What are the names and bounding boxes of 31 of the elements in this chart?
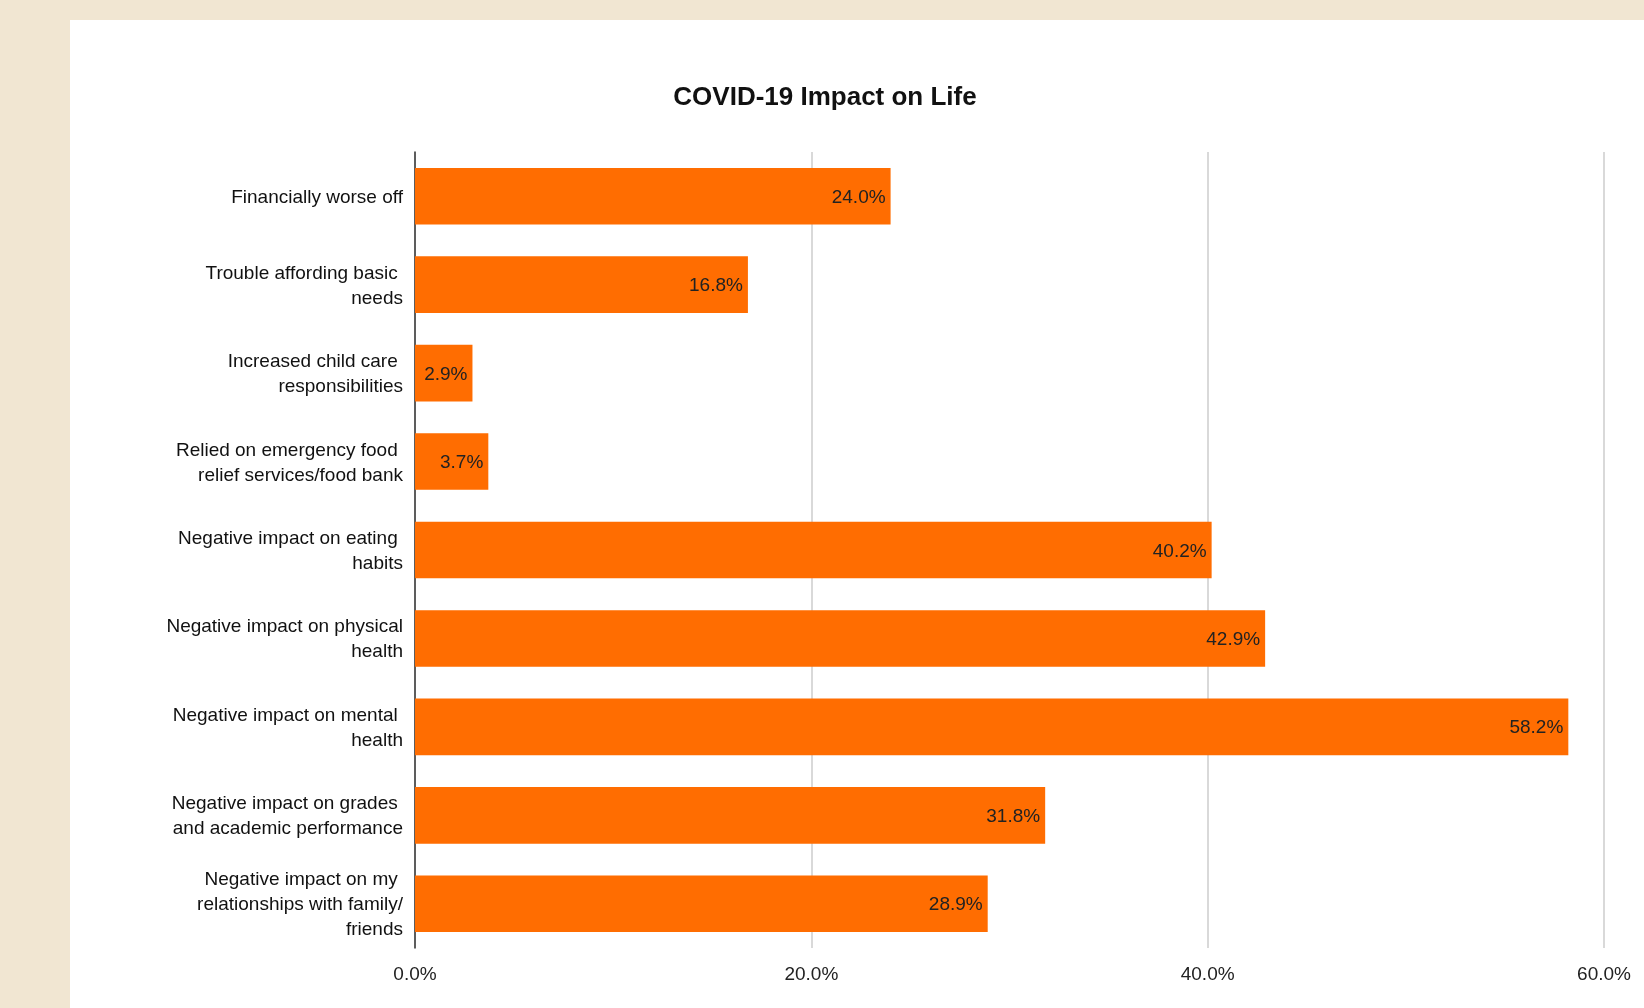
y-tick-label: Negative impact on mental health xyxy=(172,703,403,750)
bar xyxy=(415,698,1569,756)
y-tick-label: Trouble affording basic needs xyxy=(205,261,403,308)
y-tick-label: Negative impact on grades and academic performance xyxy=(171,792,403,839)
x-tick-label: 40.0% xyxy=(1180,963,1235,984)
data-label: 24.0% xyxy=(831,185,886,207)
data-label: 3.7% xyxy=(440,451,484,473)
data-label: 16.8% xyxy=(689,274,744,296)
y-tick-label: Negative impact on eating habits xyxy=(178,527,403,573)
y-tick-label: Negative impact on my relationships with family/friends xyxy=(197,868,404,940)
bar xyxy=(415,256,748,313)
data-label: 42.9% xyxy=(1206,627,1261,649)
y-tick-label: Relied on emergency food relief services/food bank xyxy=(175,438,404,485)
bar xyxy=(415,521,1212,579)
bar xyxy=(415,167,891,225)
data-label: 58.2% xyxy=(1509,716,1564,738)
y-tick-label: Increased child care responsibilities xyxy=(227,350,403,397)
data-label: 31.8% xyxy=(986,804,1041,826)
bar xyxy=(415,433,489,490)
chart-title: COVID-19 Impact on Life xyxy=(673,81,977,111)
data-label: 40.2% xyxy=(1152,539,1207,561)
bar xyxy=(415,787,1046,844)
x-tick-label: 0.0% xyxy=(393,963,437,984)
y-tick-label: Negative impact on physical health xyxy=(166,615,403,662)
data-label: 28.9% xyxy=(928,893,983,915)
y-tick-label: Financially worse off xyxy=(231,185,404,207)
data-label: 2.9% xyxy=(424,362,468,384)
x-tick-label: 20.0% xyxy=(784,963,839,984)
bar xyxy=(415,610,1266,667)
bar xyxy=(415,875,988,933)
x-tick-label: 60.0% xyxy=(1577,963,1632,984)
